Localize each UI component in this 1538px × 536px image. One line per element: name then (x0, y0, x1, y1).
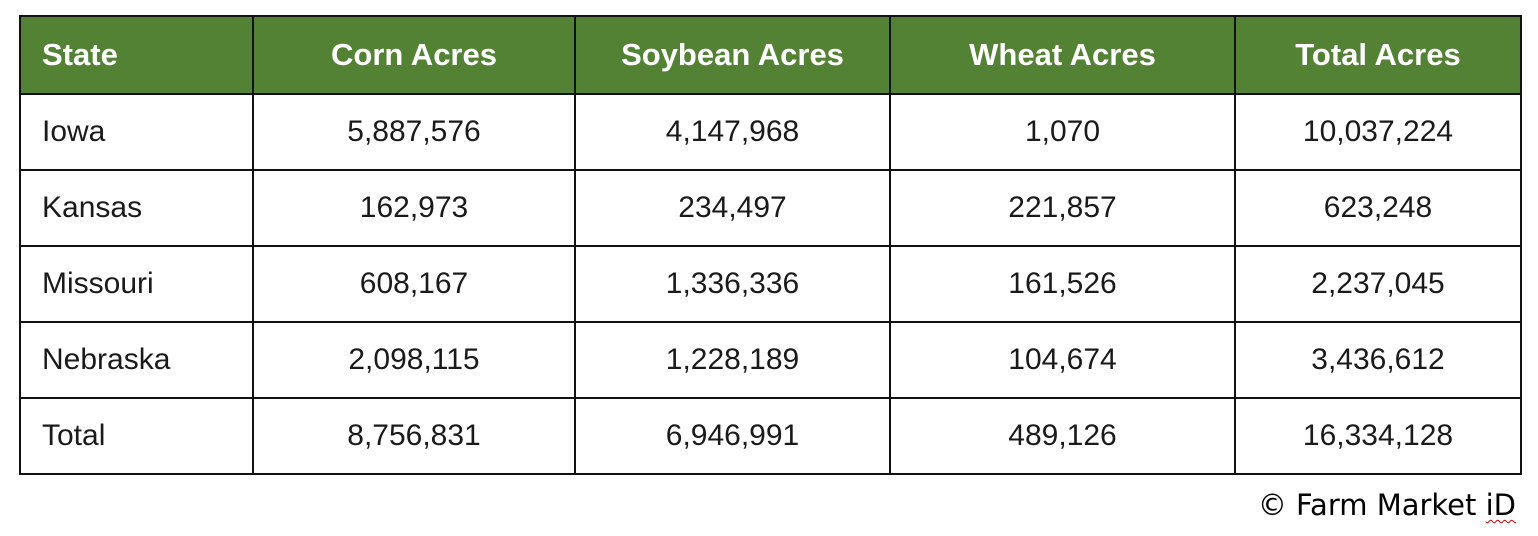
cell-wheat: 489,126 (889, 397, 1236, 475)
cell-corn: 8,756,831 (252, 397, 576, 475)
cell-soybean: 234,497 (574, 169, 891, 247)
cell-state: Nebraska (19, 321, 254, 399)
cell-wheat: 1,070 (889, 93, 1236, 171)
copyright-notice: © Farm Market iD (1258, 488, 1516, 522)
cell-total: 3,436,612 (1234, 321, 1522, 399)
copyright-prefix: © Farm Market (1257, 488, 1486, 522)
cell-soybean: 6,946,991 (574, 397, 891, 475)
acreage-table-container: State Corn Acres Soybean Acres Wheat Acr… (19, 15, 1522, 475)
table-header-row: State Corn Acres Soybean Acres Wheat Acr… (19, 15, 1522, 95)
cell-total: 2,237,045 (1234, 245, 1522, 323)
header-total-acres: Total Acres (1234, 15, 1522, 95)
cell-corn: 608,167 (252, 245, 576, 323)
acreage-table: State Corn Acres Soybean Acres Wheat Acr… (19, 15, 1522, 475)
cell-soybean: 1,336,336 (574, 245, 891, 323)
header-corn-acres: Corn Acres (252, 15, 576, 95)
cell-total: 623,248 (1234, 169, 1522, 247)
cell-total: 10,037,224 (1234, 93, 1522, 171)
table-row: Nebraska 2,098,115 1,228,189 104,674 3,4… (19, 321, 1522, 399)
cell-state: Total (19, 397, 254, 475)
cell-state: Missouri (19, 245, 254, 323)
header-soybean-acres: Soybean Acres (574, 15, 891, 95)
cell-wheat: 221,857 (889, 169, 1236, 247)
cell-wheat: 104,674 (889, 321, 1236, 399)
cell-wheat: 161,526 (889, 245, 1236, 323)
cell-corn: 162,973 (252, 169, 576, 247)
cell-state: Kansas (19, 169, 254, 247)
table-row-total: Total 8,756,831 6,946,991 489,126 16,334… (19, 397, 1522, 475)
cell-soybean: 4,147,968 (574, 93, 891, 171)
header-wheat-acres: Wheat Acres (889, 15, 1236, 95)
table-row: Missouri 608,167 1,336,336 161,526 2,237… (19, 245, 1522, 323)
header-state: State (19, 15, 254, 95)
cell-state: Iowa (19, 93, 254, 171)
cell-total: 16,334,128 (1234, 397, 1522, 475)
table-row: Iowa 5,887,576 4,147,968 1,070 10,037,22… (19, 93, 1522, 171)
cell-corn: 5,887,576 (252, 93, 576, 171)
cell-soybean: 1,228,189 (574, 321, 891, 399)
cell-corn: 2,098,115 (252, 321, 576, 399)
table-row: Kansas 162,973 234,497 221,857 623,248 (19, 169, 1522, 247)
copyright-brand-id: iD (1485, 488, 1516, 522)
